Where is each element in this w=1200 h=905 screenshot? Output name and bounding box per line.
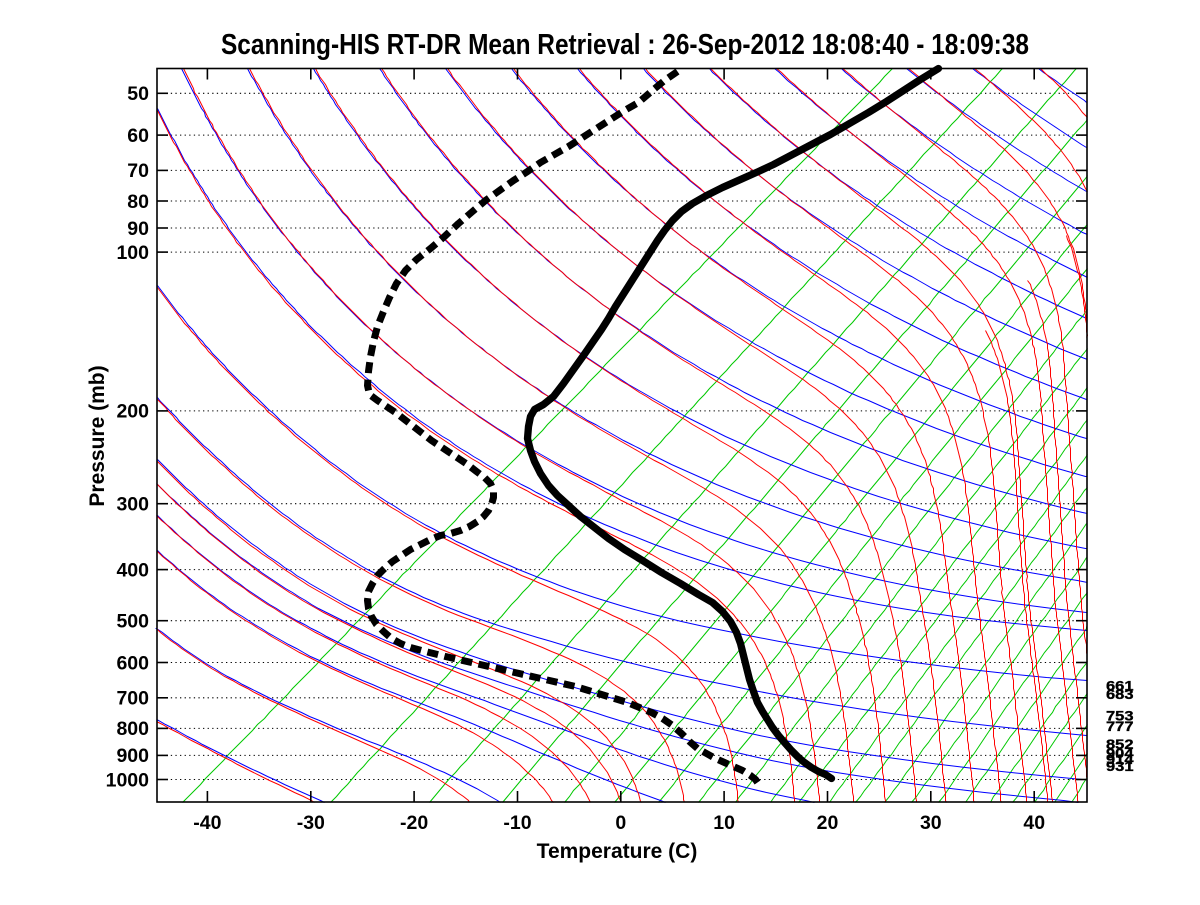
svg-text:0: 0: [615, 812, 626, 834]
svg-text:Temperature (C): Temperature (C): [537, 840, 698, 863]
svg-text:931: 931: [1106, 759, 1134, 774]
svg-text:Scanning-HIS RT-DR Mean Retrie: Scanning-HIS RT-DR Mean Retrieval : 26-S…: [221, 29, 1029, 61]
svg-text:50: 50: [127, 83, 149, 105]
svg-text:683: 683: [1106, 687, 1134, 702]
svg-text:-40: -40: [193, 812, 221, 834]
svg-text:40: 40: [1023, 812, 1045, 834]
svg-text:1000: 1000: [106, 769, 150, 791]
svg-text:80: 80: [127, 191, 149, 213]
svg-text:300: 300: [116, 494, 149, 516]
svg-text:10: 10: [713, 812, 735, 834]
svg-text:-30: -30: [297, 812, 325, 834]
svg-text:400: 400: [116, 559, 149, 581]
svg-text:904: 904: [1106, 746, 1134, 761]
svg-text:70: 70: [127, 160, 149, 182]
svg-text:661: 661: [1106, 678, 1134, 693]
svg-text:-10: -10: [503, 812, 531, 834]
svg-text:Pressure (mb): Pressure (mb): [86, 365, 109, 506]
svg-text:100: 100: [116, 242, 149, 264]
svg-text:-20: -20: [400, 812, 428, 834]
svg-text:20: 20: [817, 812, 839, 834]
svg-text:30: 30: [920, 812, 942, 834]
svg-text:900: 900: [116, 745, 149, 767]
svg-text:700: 700: [116, 688, 149, 710]
svg-text:200: 200: [116, 401, 149, 423]
svg-text:800: 800: [116, 718, 149, 740]
svg-text:777: 777: [1106, 719, 1134, 734]
svg-text:600: 600: [116, 652, 149, 674]
svg-text:852: 852: [1106, 737, 1134, 752]
svg-text:60: 60: [127, 125, 149, 147]
svg-text:753: 753: [1106, 709, 1134, 724]
svg-text:914: 914: [1106, 752, 1134, 767]
svg-text:90: 90: [127, 218, 149, 240]
svg-text:500: 500: [116, 611, 149, 633]
